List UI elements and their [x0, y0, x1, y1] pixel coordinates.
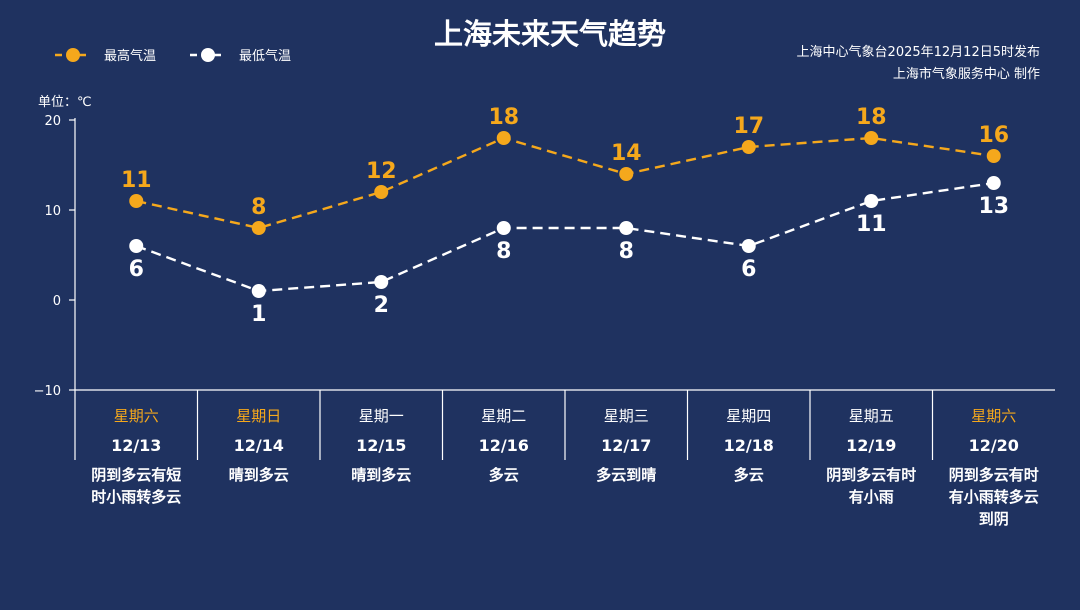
- date-label: 12/18: [724, 436, 774, 455]
- weekday-label: 星期一: [359, 407, 404, 425]
- weekday-label: 星期六: [971, 407, 1016, 425]
- weekday-label: 星期二: [481, 407, 526, 425]
- legend-low-label: 最低气温: [239, 48, 291, 64]
- legend-high-marker: [66, 48, 80, 62]
- unit-label: 单位：℃: [38, 95, 92, 110]
- y-ticks: 20 10 0 −10: [34, 114, 75, 399]
- date-label: 12/16: [479, 436, 529, 455]
- low-temp-line: [135, 181, 994, 293]
- high-temp-label: 18: [856, 105, 887, 130]
- low-temp-point: [619, 221, 634, 235]
- weather-desc: 多云: [734, 466, 764, 484]
- low-temp-point: [986, 176, 1001, 190]
- weather-desc-line: 有小雨转多云: [949, 488, 1039, 506]
- weather-desc-line: 到阴: [979, 510, 1009, 528]
- date-label: 12/20: [969, 436, 1019, 455]
- source-line-2: 上海市气象服务中心 制作: [893, 66, 1040, 82]
- y-tick-label: 10: [44, 204, 61, 219]
- date-label: 12/13: [111, 436, 161, 455]
- low-temp-label: 8: [496, 239, 511, 264]
- weather-desc-line: 多云到晴: [596, 466, 656, 484]
- weather-desc-line: 阴到多云有短: [91, 466, 181, 484]
- weather-desc: 阴到多云有短时小雨转多云: [91, 466, 181, 506]
- chart-title: 上海未来天气趋势: [434, 17, 666, 51]
- low-temp-label: 2: [374, 293, 389, 318]
- weather-desc-line: 阴到多云有时: [949, 466, 1039, 484]
- low-temp-point: [251, 284, 266, 298]
- weekday-label: 星期五: [849, 407, 894, 425]
- weekday-label: 星期四: [726, 407, 771, 425]
- weather-desc-line: 晴到多云: [229, 466, 289, 484]
- date-label: 12/17: [601, 436, 651, 455]
- low-temp-label: 1: [251, 302, 266, 327]
- y-tick-label: 0: [53, 294, 61, 309]
- weather-desc: 晴到多云: [351, 466, 411, 484]
- high-temp-point: [741, 140, 756, 154]
- low-temp-label: 6: [741, 257, 756, 282]
- high-temp-label: 11: [121, 168, 152, 193]
- weather-desc-line: 时小雨转多云: [91, 488, 181, 506]
- high-temp-point: [619, 167, 634, 181]
- legend: 最高气温 最低气温: [55, 48, 291, 64]
- high-temp-point: [986, 149, 1001, 163]
- weather-desc-line: 有小雨: [849, 488, 894, 506]
- high-temp-label: 12: [366, 159, 397, 184]
- low-temp-label: 6: [129, 257, 144, 282]
- forecast-table: 星期六 12/13 阴到多云有短时小雨转多云 星期日 12/14 晴到多云 星期一 12/15…: [91, 390, 1039, 528]
- series-points: [129, 131, 1001, 298]
- legend-low-marker: [201, 48, 215, 62]
- low-temp-point: [374, 275, 389, 289]
- source-line-1: 上海中心气象台2025年12月12日5时发布: [797, 44, 1040, 60]
- weather-desc-line: 阴到多云有时: [826, 466, 916, 484]
- y-tick-label: −10: [34, 384, 61, 399]
- high-temp-label: 18: [488, 105, 519, 130]
- low-temp-point: [741, 239, 756, 253]
- weather-desc: 阴到多云有时有小雨: [826, 466, 916, 506]
- high-temp-point: [864, 131, 879, 145]
- low-temp-point: [864, 194, 879, 208]
- y-tick-label: 20: [44, 114, 61, 129]
- weather-desc-line: 多云: [734, 466, 764, 484]
- series-lines: [135, 136, 994, 293]
- high-temp-point: [374, 185, 389, 199]
- date-label: 12/14: [234, 436, 284, 455]
- weekday-label: 星期三: [604, 407, 649, 425]
- legend-high-label: 最高气温: [104, 48, 156, 64]
- weather-desc: 晴到多云: [229, 466, 289, 484]
- high-temp-point: [251, 221, 266, 235]
- low-temp-label: 8: [619, 239, 634, 264]
- high-temp-label: 17: [733, 114, 764, 139]
- high-temp-label: 14: [611, 141, 642, 166]
- high-temp-label: 16: [978, 123, 1009, 148]
- high-temp-point: [496, 131, 511, 145]
- weather-desc-line: 晴到多云: [351, 466, 411, 484]
- weekday-label: 星期日: [236, 407, 281, 425]
- low-temp-point: [129, 239, 144, 253]
- low-temp-label: 11: [856, 212, 887, 237]
- high-temp-line: [136, 136, 994, 230]
- weekday-label: 星期六: [114, 407, 159, 425]
- weather-desc: 多云: [489, 466, 519, 484]
- date-label: 12/15: [356, 436, 406, 455]
- weather-desc: 阴到多云有时有小雨转多云到阴: [949, 466, 1039, 528]
- date-label: 12/19: [846, 436, 896, 455]
- weather-desc: 多云到晴: [596, 466, 656, 484]
- weather-desc-line: 多云: [489, 466, 519, 484]
- high-temp-label: 8: [251, 195, 266, 220]
- low-temp-point: [496, 221, 511, 235]
- high-temp-point: [129, 194, 144, 208]
- low-temp-label: 13: [978, 194, 1009, 219]
